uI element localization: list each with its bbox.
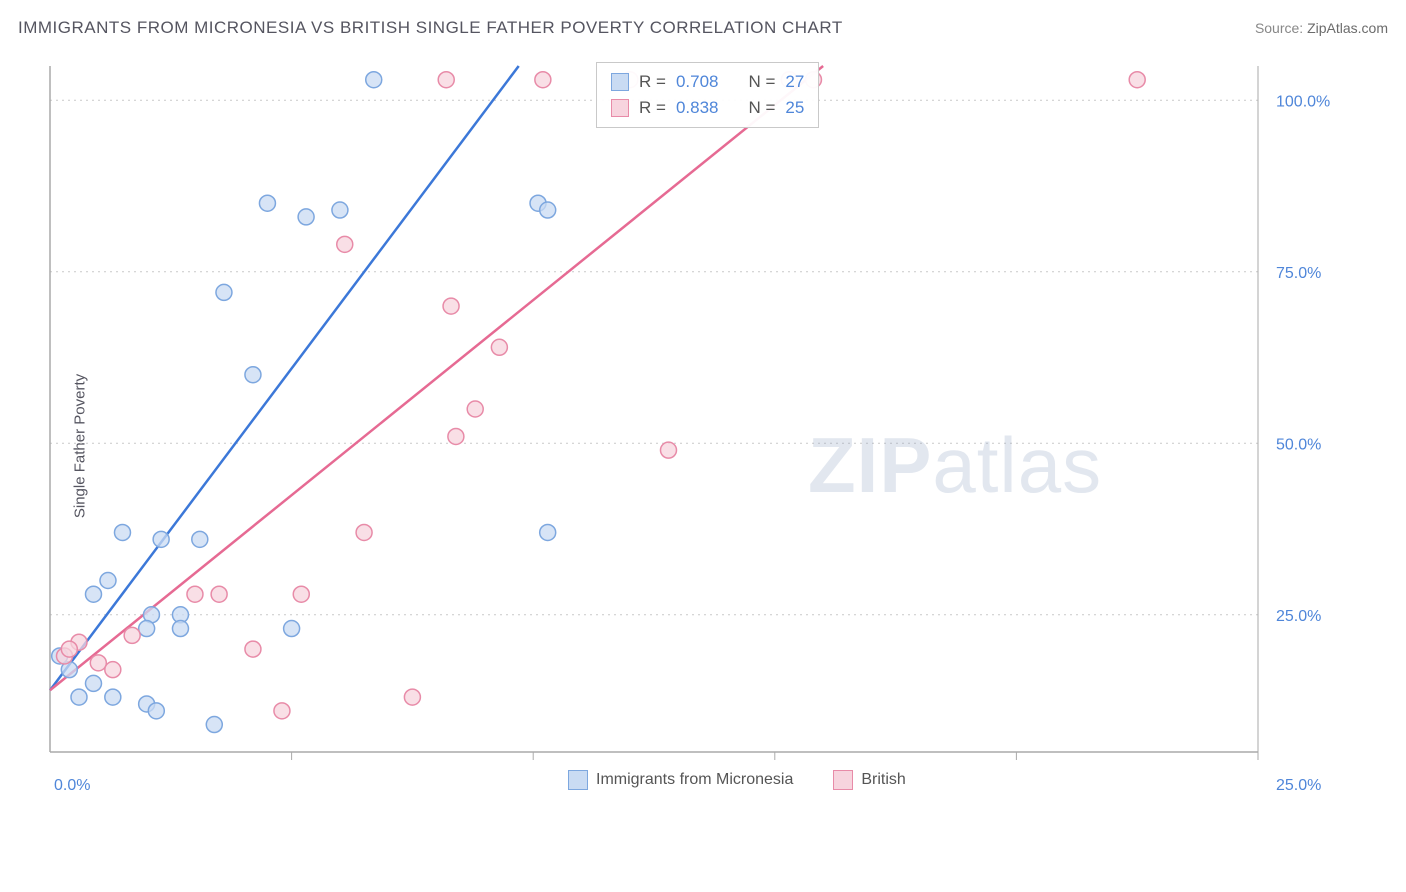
stats-row-british: R = 0.838 N = 25 [611, 95, 804, 121]
data-point-british [356, 524, 372, 540]
legend-item-british: British [833, 770, 905, 790]
swatch-micronesia-icon [611, 73, 629, 91]
trend-line-british [50, 66, 823, 690]
legend-label: British [861, 771, 905, 789]
swatch-british-icon [833, 770, 853, 790]
data-point-micronesia [540, 524, 556, 540]
y-tick-label: 50.0% [1276, 436, 1321, 453]
legend-item-micronesia: Immigrants from Micronesia [568, 770, 793, 790]
stats-row-micronesia: R = 0.708 N = 27 [611, 69, 804, 95]
data-point-british [404, 689, 420, 705]
data-point-british [337, 236, 353, 252]
data-point-micronesia [148, 703, 164, 719]
swatch-british-icon [611, 99, 629, 117]
data-point-micronesia [114, 524, 130, 540]
n-value: 25 [785, 95, 804, 121]
x-tick-label: 25.0% [1276, 777, 1321, 794]
data-point-british [61, 641, 77, 657]
source-attribution: Source: ZipAtlas.com [1255, 20, 1388, 36]
chart-svg: 25.0% 50.0% 75.0% 100.0% 0.0% 25.0% [48, 60, 1348, 800]
swatch-micronesia-icon [568, 770, 588, 790]
data-point-british [211, 586, 227, 602]
data-point-micronesia [192, 531, 208, 547]
data-point-micronesia [206, 717, 222, 733]
r-value: 0.708 [676, 69, 719, 95]
y-tick-label: 100.0% [1276, 93, 1330, 110]
data-point-micronesia [85, 586, 101, 602]
data-point-micronesia [172, 621, 188, 637]
data-point-british [660, 442, 676, 458]
data-point-british [491, 339, 507, 355]
source-value: ZipAtlas.com [1307, 20, 1388, 36]
scatter-plot: 25.0%50.0%75.0%100.0%0.0%25.0% ZIPatlas [48, 60, 1348, 800]
r-label: R = [639, 95, 666, 121]
source-label: Source: [1255, 20, 1303, 36]
data-point-british [90, 655, 106, 671]
y-tick-label: 25.0% [1276, 608, 1321, 625]
data-point-micronesia [105, 689, 121, 705]
data-point-micronesia [100, 573, 116, 589]
data-point-british [535, 72, 551, 88]
x-tick-label: 0.0% [54, 777, 90, 794]
data-point-micronesia [259, 195, 275, 211]
data-point-micronesia [366, 72, 382, 88]
data-point-british [124, 627, 140, 643]
data-point-british [1129, 72, 1145, 88]
data-point-micronesia [139, 621, 155, 637]
chart-title: IMMIGRANTS FROM MICRONESIA VS BRITISH SI… [18, 18, 843, 38]
data-point-micronesia [71, 689, 87, 705]
data-point-micronesia [540, 202, 556, 218]
data-point-british [438, 72, 454, 88]
data-point-british [467, 401, 483, 417]
data-point-micronesia [216, 284, 232, 300]
data-point-micronesia [298, 209, 314, 225]
data-point-british [293, 586, 309, 602]
legend-bottom: Immigrants from Micronesia British [568, 770, 906, 790]
data-point-british [187, 586, 203, 602]
r-label: R = [639, 69, 666, 95]
n-label: N = [748, 95, 775, 121]
data-point-micronesia [332, 202, 348, 218]
data-point-micronesia [245, 367, 261, 383]
n-label: N = [748, 69, 775, 95]
trend-line-micronesia [50, 66, 519, 690]
r-value: 0.838 [676, 95, 719, 121]
data-point-british [105, 662, 121, 678]
legend-label: Immigrants from Micronesia [596, 771, 793, 789]
y-tick-label: 75.0% [1276, 265, 1321, 282]
data-point-british [245, 641, 261, 657]
header: IMMIGRANTS FROM MICRONESIA VS BRITISH SI… [18, 18, 1388, 38]
n-value: 27 [785, 69, 804, 95]
data-point-micronesia [153, 531, 169, 547]
data-point-micronesia [85, 675, 101, 691]
data-point-british [443, 298, 459, 314]
data-point-micronesia [284, 621, 300, 637]
data-point-british [274, 703, 290, 719]
stats-legend-box: R = 0.708 N = 27 R = 0.838 N = 25 [596, 62, 819, 128]
data-point-british [448, 428, 464, 444]
